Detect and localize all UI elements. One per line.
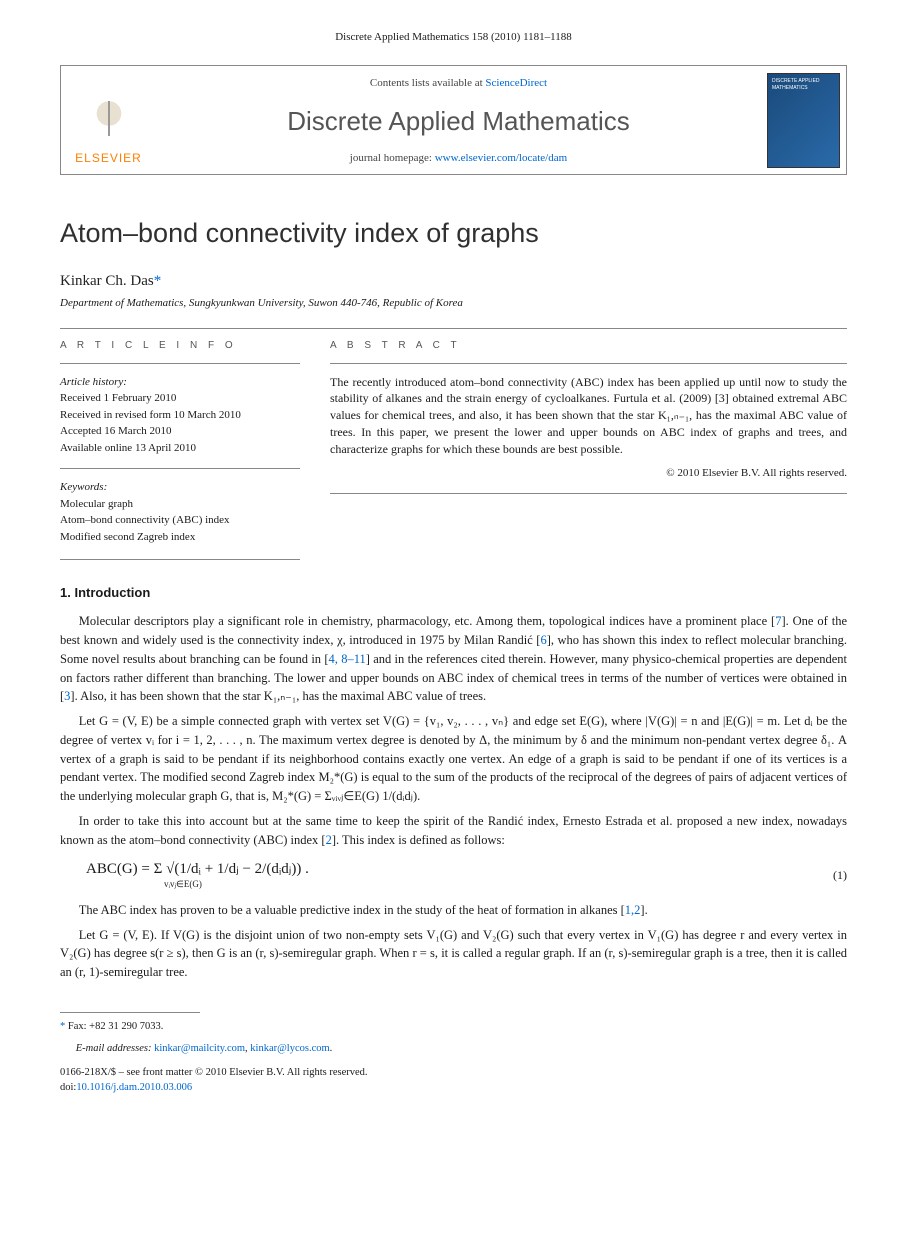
citation-link[interactable]: 4, 8–11 [329,652,366,666]
publisher-name: ELSEVIER [75,150,142,167]
keyword: Atom–bond connectivity (ABC) index [60,512,300,529]
section-heading: 1. Introduction [60,584,847,602]
paragraph: Let G = (V, E). If V(G) is the disjoint … [60,926,847,982]
contents-pre: Contents lists available at [370,77,485,89]
equation-main: ABC(G) = Σ √(1/dᵢ + 1/dⱼ − 2/(dᵢdⱼ)) . [86,859,833,880]
article-info-column: A R T I C L E I N F O Article history: R… [60,339,300,558]
divider [330,493,847,494]
text-run: ]. This index is defined as follows: [332,833,505,847]
banner-center: Contents lists available at ScienceDirec… [156,66,761,174]
text-run: ]. Also, it has been shown that the star… [70,689,486,703]
equation: ABC(G) = Σ √(1/dᵢ + 1/dⱼ − 2/(dᵢdⱼ)) . v… [86,859,833,891]
history-line: Available online 13 April 2010 [60,440,300,457]
affiliation: Department of Mathematics, Sungkyunkwan … [60,296,847,311]
paragraph: Molecular descriptors play a significant… [60,612,847,706]
article-info-label: A R T I C L E I N F O [60,339,300,353]
keyword: Modified second Zagreb index [60,529,300,546]
keywords-head: Keywords: [60,479,300,496]
homepage-pre: journal homepage: [350,152,435,164]
abstract-copyright: © 2010 Elsevier B.V. All rights reserved… [330,466,847,481]
abstract-text: The recently introduced atom–bond connec… [330,374,847,458]
email-end: . [330,1043,333,1054]
elsevier-tree-icon [84,96,134,146]
equation-number: (1) [833,867,847,884]
history-line: Accepted 16 March 2010 [60,423,300,440]
corresponding-mark: * [154,273,162,289]
publisher-logo-block: ELSEVIER [61,66,156,174]
journal-cover-thumbnail: DISCRETE APPLIED MATHEMATICS [767,73,840,168]
abstract-column: A B S T R A C T The recently introduced … [330,339,847,558]
paragraph: In order to take this into account but a… [60,812,847,850]
journal-banner: ELSEVIER Contents lists available at Sci… [60,65,847,175]
contents-available-line: Contents lists available at ScienceDirec… [166,76,751,91]
homepage-line: journal homepage: www.elsevier.com/locat… [166,151,751,166]
email-label: E-mail addresses: [76,1043,154,1054]
abstract-label: A B S T R A C T [330,339,847,353]
paragraph: The ABC index has proven to be a valuabl… [60,901,847,920]
fax-text: Fax: +82 31 290 7033. [65,1021,163,1032]
divider [330,363,847,364]
running-header: Discrete Applied Mathematics 158 (2010) … [60,30,847,45]
author-line: Kinkar Ch. Das* [60,271,847,292]
email-link[interactable]: kinkar@mailcity.com [154,1043,245,1054]
doi-label: doi: [60,1082,76,1093]
text-run: Molecular descriptors play a significant… [79,614,775,628]
text-run: The ABC index has proven to be a valuabl… [79,903,625,917]
history-line: Received 1 February 2010 [60,390,300,407]
cover-thumb-block: DISCRETE APPLIED MATHEMATICS [761,66,846,174]
info-abstract-row: A R T I C L E I N F O Article history: R… [60,339,847,558]
keywords-block: Keywords: Molecular graph Atom–bond conn… [60,479,300,545]
divider [60,468,300,469]
doi-link[interactable]: 10.1016/j.dam.2010.03.006 [76,1082,192,1093]
email-link[interactable]: kinkar@lycos.com [250,1043,329,1054]
divider [60,328,847,329]
journal-name: Discrete Applied Mathematics [166,103,751,139]
corresponding-footnote: * Fax: +82 31 290 7033. [60,1019,847,1035]
equation-subscript: vᵢvⱼ∈E(G) [164,878,833,891]
history-line: Received in revised form 10 March 2010 [60,407,300,424]
keyword: Molecular graph [60,496,300,513]
text-run: ]. [640,903,647,917]
email-footnote: E-mail addresses: kinkar@mailcity.com, k… [60,1041,847,1057]
divider [60,559,300,560]
divider [60,363,300,364]
history-block: Article history: Received 1 February 201… [60,374,300,457]
homepage-link[interactable]: www.elsevier.com/locate/dam [435,152,567,164]
footnote-divider [60,1012,200,1013]
front-matter-line: 0166-218X/$ – see front matter © 2010 El… [60,1066,847,1081]
article-title: Atom–bond connectivity index of graphs [60,215,847,253]
equation-row: ABC(G) = Σ √(1/dᵢ + 1/dⱼ − 2/(dᵢdⱼ)) . v… [86,859,847,891]
sciencedirect-link[interactable]: ScienceDirect [485,77,547,89]
doi-line: doi:10.1016/j.dam.2010.03.006 [60,1081,847,1096]
paragraph: Let G = (V, E) be a simple connected gra… [60,712,847,806]
author-name: Kinkar Ch. Das [60,273,154,289]
citation-link[interactable]: 1,2 [625,903,641,917]
history-head: Article history: [60,374,300,391]
